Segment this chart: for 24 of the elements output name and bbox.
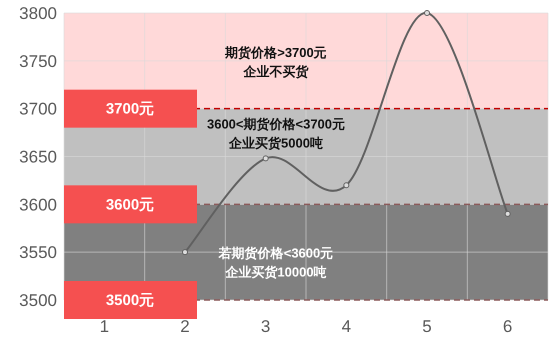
y-tick-label: 3700 (19, 100, 57, 119)
y-tick-label: 3600 (19, 195, 57, 214)
x-tick-label: 3 (260, 317, 270, 336)
ref-line-label: 3500元 (106, 292, 154, 309)
x-tick-label: 5 (422, 317, 432, 336)
band-label: 若期货价格<3600元企业买货10000吨 (218, 246, 334, 280)
ref-line-label: 3700元 (106, 100, 154, 118)
y-tick-label: 3650 (19, 148, 57, 166)
x-tick-label: 1 (100, 317, 110, 336)
y-tick-label: 3800 (19, 4, 57, 23)
point (424, 10, 430, 16)
x-tick-label: 2 (180, 317, 190, 336)
x-tick-label: 6 (502, 317, 512, 336)
band-label: 3600<期货价格<3700元企业买货5000吨 (206, 116, 346, 151)
point (182, 249, 188, 256)
ref-line-label: 3600元 (106, 196, 154, 214)
point (343, 182, 350, 188)
x-tick-label: 4 (342, 317, 352, 336)
y-tick-label: 3550 (19, 243, 57, 262)
point (262, 155, 269, 162)
y-tick-label: 3500 (19, 291, 57, 310)
band-label: 期货价格>3700元企业不买货 (224, 44, 327, 79)
point (504, 210, 511, 217)
y-tick-label: 3750 (19, 52, 57, 71)
